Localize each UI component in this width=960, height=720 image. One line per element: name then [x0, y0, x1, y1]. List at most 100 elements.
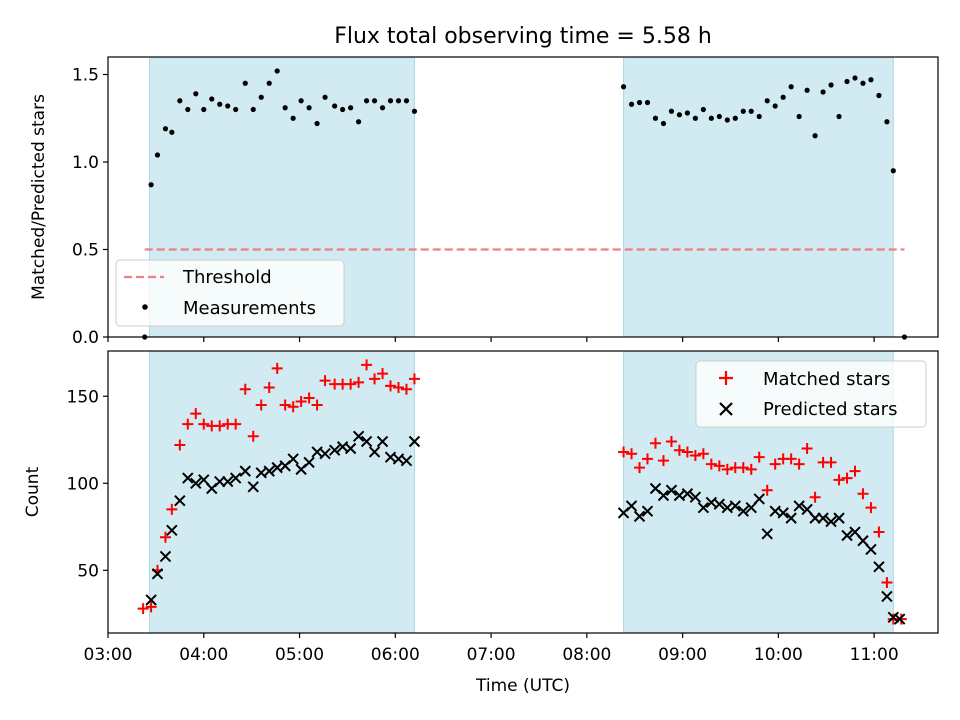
- measurement-point: [258, 94, 264, 100]
- predicted-star-point: [190, 477, 202, 490]
- ratio-panel: 0.0 0.5 1.0 1.5 Matched/Predicted stars Thr…: [29, 56, 939, 348]
- matched-star-point: [159, 531, 171, 543]
- matched-star-point: [721, 463, 733, 475]
- predicted-star-point: [825, 515, 837, 528]
- matched-star-point: [295, 395, 307, 407]
- predicted-star-point: [873, 561, 885, 573]
- bottom-x-ticks: 03:00 04:00 05:00 06:00 07:00 08:00 09:00 10:00…: [84, 633, 899, 665]
- measurement-point: [804, 87, 810, 93]
- predicted-star-point: [159, 550, 172, 563]
- predicted-star-point: [198, 474, 210, 486]
- matched-star-point: [857, 488, 869, 500]
- measurement-point: [185, 106, 191, 113]
- matched-star-point: [849, 465, 861, 477]
- measurement-point: [322, 94, 328, 100]
- bottom-legend-box: [695, 360, 927, 428]
- measurement-point: [636, 99, 643, 106]
- measurement-point: [668, 108, 675, 114]
- matched-star-point: [174, 439, 186, 451]
- matched-star-point: [657, 455, 669, 467]
- matched-star-point: [271, 362, 283, 374]
- matched-star-point: [649, 437, 661, 449]
- matched-star-point: [705, 458, 717, 470]
- matched-star-point: [319, 375, 331, 387]
- matched-star-point: [618, 446, 630, 458]
- predicted-star-point: [263, 465, 275, 477]
- predicted-star-point: [408, 435, 421, 448]
- measurement-point: [884, 119, 890, 125]
- matched-star-point: [665, 436, 677, 448]
- predicted-star-point: [681, 488, 694, 500]
- matched-star-point: [793, 458, 805, 470]
- measurement-point: [169, 129, 175, 135]
- matched-star-point: [873, 526, 885, 538]
- measurement-point: [403, 98, 410, 104]
- predicted-star-point: [625, 500, 638, 512]
- measurement-point: [852, 75, 858, 81]
- predicted-legend-label: Predicted stars: [763, 399, 897, 420]
- predicted-star-point: [303, 456, 315, 469]
- predicted-star-point: [239, 465, 251, 477]
- measurement-point: [314, 120, 320, 127]
- measurements-legend-label: Measurements: [183, 298, 316, 319]
- matched-star-point: [895, 613, 907, 625]
- measurement-point: [836, 113, 842, 120]
- measurement-point: [306, 105, 312, 111]
- matched-star-point: [247, 430, 259, 442]
- matched-star-point: [255, 399, 267, 411]
- x-tick-label: 06:00: [371, 645, 420, 665]
- y-tick-label: 0.0: [72, 328, 99, 348]
- top-axes-frame: [107, 56, 939, 338]
- matched-star-point: [881, 577, 893, 589]
- measurement-point: [644, 99, 651, 106]
- measurement-point: [868, 77, 874, 83]
- matched-star-point: [697, 448, 709, 460]
- measurement-point: [298, 98, 304, 104]
- predicted-star-point: [344, 442, 357, 455]
- measurement-point: [764, 98, 770, 104]
- bottom-y-ticks: 50 100 150: [67, 387, 108, 581]
- matched-star-point: [809, 491, 821, 503]
- measurement-point: [395, 98, 402, 104]
- measurement-point: [371, 98, 378, 104]
- predicted-star-point: [182, 472, 194, 484]
- measurement-point: [282, 105, 288, 111]
- matched-star-point: [393, 382, 404, 394]
- y-tick-label: 1.0: [72, 153, 99, 173]
- predicted-star-point: [368, 446, 381, 458]
- predicted-star-point: [887, 611, 900, 624]
- predicted-star-point: [777, 507, 789, 519]
- matched-star-point: [642, 453, 653, 465]
- measurement-point: [748, 108, 754, 114]
- matched-star-point: [400, 383, 412, 395]
- matched-star-point: [681, 446, 693, 458]
- matched-star-point: [753, 451, 765, 463]
- measurement-point: [340, 106, 346, 113]
- matched-star-point: [345, 378, 357, 390]
- measurement-point: [290, 115, 296, 121]
- measurement-point: [217, 101, 223, 107]
- matched-star-point: [137, 603, 149, 615]
- matched-star-point: [190, 408, 202, 420]
- predicted-star-point: [657, 489, 670, 502]
- measurement-point: [387, 98, 394, 104]
- measurement-point: [860, 80, 866, 86]
- chart-title: Flux total observing time = 5.58 h: [334, 24, 712, 49]
- predicted-star-point: [857, 535, 869, 547]
- predicted-legend-swatch: [719, 402, 733, 416]
- matched-star-point: [785, 453, 797, 465]
- y-tick-label: 50: [77, 561, 99, 581]
- measurement-point: [363, 98, 370, 104]
- predicted-star-point: [376, 435, 389, 448]
- measurement-point: [411, 108, 418, 114]
- predicted-star-point: [841, 529, 853, 542]
- predicted-star-point: [400, 454, 413, 467]
- top-y-axis-label: Matched/Predicted stars: [29, 94, 49, 300]
- bottom-legend: Matched stars Predicted stars: [695, 360, 927, 428]
- measurement-point: [201, 106, 207, 113]
- predicted-star-point: [881, 590, 893, 603]
- matched-star-point: [311, 399, 323, 411]
- measurement-point: [732, 115, 738, 121]
- measurement-point: [266, 80, 272, 86]
- x-tick-label: 08:00: [562, 645, 611, 665]
